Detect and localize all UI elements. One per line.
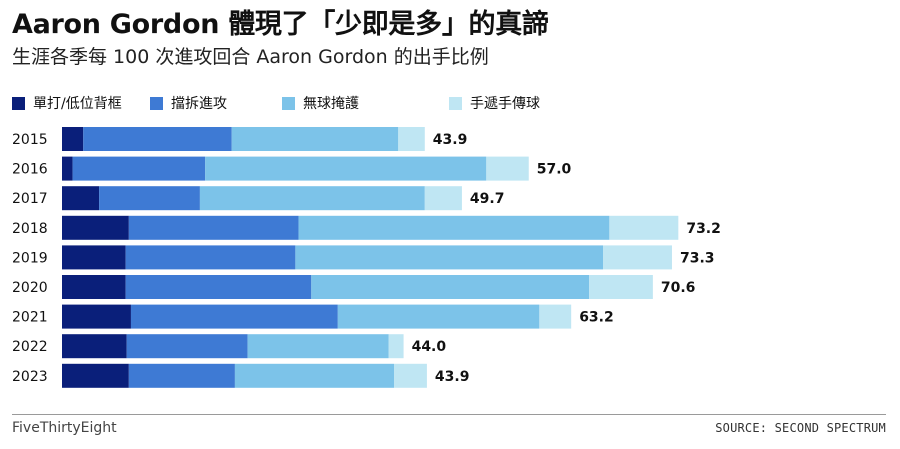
bar-2019-pick-and-roll <box>125 245 296 270</box>
bar-2017-handoff <box>424 186 462 211</box>
bar-2015-off-screen <box>231 127 399 151</box>
bar-2019-off-screen <box>295 245 604 270</box>
year-label-2023: 2023 <box>12 369 48 385</box>
bar-2023-handoff <box>394 363 427 388</box>
year-label-2018: 2018 <box>12 221 48 237</box>
year-label-2017: 2017 <box>12 191 48 207</box>
year-label-2015: 2015 <box>12 132 48 148</box>
bar-2021-post-up <box>62 304 131 329</box>
legend-label-off-screen: 無球掩護 <box>303 96 359 112</box>
bar-2015-handoff <box>398 127 425 151</box>
bar-2016-post-up <box>62 156 73 181</box>
legend-swatch-off-screen <box>282 96 295 110</box>
bar-2023-pick-and-roll <box>128 363 235 388</box>
bar-2023-off-screen <box>234 363 395 388</box>
total-label-2022: 44.0 <box>412 339 447 355</box>
legend-swatch-pick-and-roll <box>150 96 163 110</box>
brand-logo: FiveThirtyEight <box>12 420 117 436</box>
legend-swatch-post-up <box>12 96 25 110</box>
bar-2018-post-up <box>62 215 129 240</box>
bar-2016-off-screen <box>205 156 487 181</box>
bar-2021-handoff <box>539 304 572 329</box>
year-label-2019: 2019 <box>12 250 48 266</box>
legend-item-off-screen: 無球掩護 <box>282 93 359 113</box>
chart-title: Aaron Gordon 體現了「少即是多」的真諦 <box>12 9 549 40</box>
bar-2020-handoff <box>589 275 653 299</box>
bar-2016-pick-and-roll <box>72 156 206 181</box>
bar-2022-off-screen <box>247 334 389 359</box>
source-note: SOURCE: SECOND SPECTRUM <box>715 421 886 435</box>
total-label-2016: 57.0 <box>537 162 572 178</box>
bar-2019-handoff <box>603 245 672 270</box>
total-label-2017: 49.7 <box>470 191 505 207</box>
legend-label-pick-and-roll: 擋拆進攻 <box>171 96 227 112</box>
total-label-2021: 63.2 <box>579 310 614 326</box>
bar-2017-post-up <box>62 186 100 211</box>
legend-label-handoff: 手遞手傳球 <box>470 96 540 112</box>
bar-2023-post-up <box>62 363 129 388</box>
legend-swatch-handoff <box>449 96 462 110</box>
bar-2018-handoff <box>609 215 679 240</box>
total-label-2023: 43.9 <box>435 369 470 385</box>
legend-item-handoff: 手遞手傳球 <box>449 93 540 113</box>
bar-2022-post-up <box>62 334 127 359</box>
year-label-2016: 2016 <box>12 162 48 178</box>
bar-2018-off-screen <box>298 215 610 240</box>
total-label-2018: 73.2 <box>686 221 721 237</box>
bar-2016-handoff <box>486 156 529 181</box>
chart-subtitle: 生涯各季每 100 次進攻回合 Aaron Gordon 的出手比例 <box>12 46 489 68</box>
bar-2017-off-screen <box>199 186 425 211</box>
bar-2020-off-screen <box>311 275 590 299</box>
bar-2020-pick-and-roll <box>125 275 312 299</box>
year-label-2020: 2020 <box>12 280 48 296</box>
year-label-2021: 2021 <box>12 310 48 326</box>
bar-2021-pick-and-roll <box>130 304 338 329</box>
bar-2022-handoff <box>388 334 404 359</box>
bar-2018-pick-and-roll <box>128 215 299 240</box>
legend: 單打/低位背框 擋拆進攻 無球掩護 手遞手傳球 <box>12 93 892 113</box>
legend-item-pick-and-roll: 擋拆進攻 <box>150 93 227 113</box>
total-label-2019: 73.3 <box>680 250 715 266</box>
bar-2019-post-up <box>62 245 126 270</box>
total-label-2015: 43.9 <box>433 132 468 148</box>
bar-2022-pick-and-roll <box>126 334 248 359</box>
legend-label-post-up: 單打/低位背框 <box>33 96 122 112</box>
bar-2015-post-up <box>62 127 84 151</box>
bar-2021-off-screen <box>337 304 540 329</box>
year-label-2022: 2022 <box>12 339 48 355</box>
stacked-bar-chart: 2015 43.9 2016 57.0 2017 49.7 2018 73.2 2019 73.3… <box>12 127 721 388</box>
total-label-2020: 70.6 <box>661 280 696 296</box>
bar-2015-pick-and-roll <box>83 127 232 151</box>
bar-2017-pick-and-roll <box>99 186 200 211</box>
footer-divider <box>12 414 886 415</box>
bar-2020-post-up <box>62 275 126 299</box>
legend-item-post-up: 單打/低位背框 <box>12 93 122 113</box>
